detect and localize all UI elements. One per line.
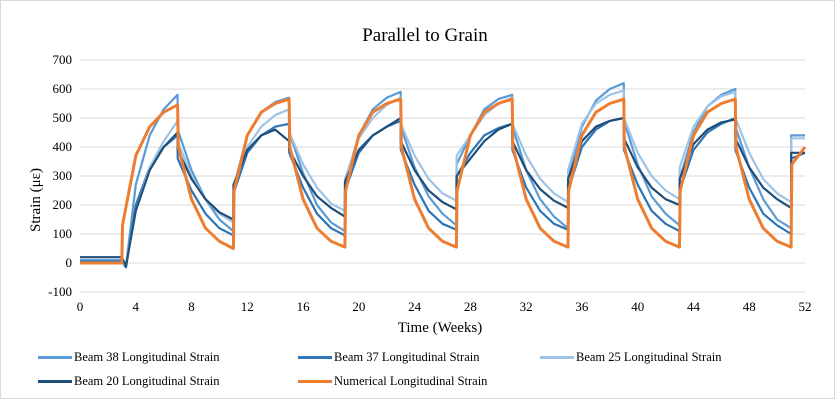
- x-tick-label: 16: [297, 299, 311, 314]
- y-tick-label: 500: [53, 110, 73, 125]
- legend-item-1: Beam 38 Longitudinal Strain: [38, 350, 219, 365]
- x-tick-label: 4: [133, 299, 140, 314]
- x-tick-label: 24: [408, 299, 422, 314]
- y-tick-label: 600: [53, 81, 73, 96]
- y-tick-label: 100: [53, 226, 73, 241]
- y-axis-label: Strain (με): [28, 168, 44, 232]
- x-tick-label: 12: [241, 299, 254, 314]
- legend-swatch: [298, 380, 332, 383]
- x-tick-label: 0: [77, 299, 84, 314]
- legend-item-5: Numerical Longitudinal Strain: [298, 374, 487, 389]
- x-tick-label: 48: [743, 299, 756, 314]
- x-tick-label: 32: [520, 299, 533, 314]
- legend: Beam 38 Longitudinal Strain Beam 37 Longi…: [0, 344, 837, 400]
- y-tick-label: 700: [53, 52, 73, 67]
- series-line-3: [80, 89, 805, 266]
- y-tick-label: 200: [53, 197, 73, 212]
- legend-label: Beam 20 Longitudinal Strain: [74, 374, 220, 388]
- legend-label: Numerical Longitudinal Strain: [334, 374, 488, 388]
- x-tick-label: 28: [464, 299, 477, 314]
- legend-swatch: [38, 380, 72, 383]
- legend-label: Beam 37 Longitudinal Strain: [334, 350, 480, 364]
- x-tick-label: 8: [188, 299, 195, 314]
- y-tick-labels: -100 0 100 200 300 400 500 600 700: [48, 52, 72, 299]
- legend-item-4: Beam 20 Longitudinal Strain: [38, 374, 219, 389]
- y-tick-label: 400: [53, 139, 73, 154]
- legend-label: Beam 25 Longitudinal Strain: [576, 350, 722, 364]
- gridlines: [80, 59, 805, 293]
- legend-label: Beam 38 Longitudinal Strain: [74, 350, 220, 364]
- series-lines: [80, 82, 807, 269]
- legend-swatch: [298, 356, 332, 359]
- legend-item-2: Beam 37 Longitudinal Strain: [298, 350, 479, 365]
- x-tick-label: 44: [687, 299, 701, 314]
- y-tick-label: 0: [66, 255, 73, 270]
- legend-swatch: [38, 356, 72, 359]
- x-tick-label: 52: [799, 299, 812, 314]
- y-tick-label: 300: [53, 168, 73, 183]
- chart-title: Parallel to Grain: [362, 25, 488, 46]
- chart-area: Parallel to Grain Strain (με) Time (Week…: [28, 25, 812, 336]
- legend-item-3: Beam 25 Longitudinal Strain: [540, 350, 721, 365]
- x-tick-label: 20: [352, 299, 365, 314]
- y-tick-label: -100: [48, 284, 72, 299]
- x-tick-label: 40: [631, 299, 644, 314]
- x-tick-label: 36: [575, 299, 589, 314]
- series-line-5: [80, 97, 807, 265]
- x-axis-label: Time (Weeks): [398, 320, 482, 336]
- legend-swatch: [540, 356, 574, 359]
- x-tick-labels: 0 4 8 12 16 20 24 28 32 36 40 44 48 52: [77, 299, 812, 314]
